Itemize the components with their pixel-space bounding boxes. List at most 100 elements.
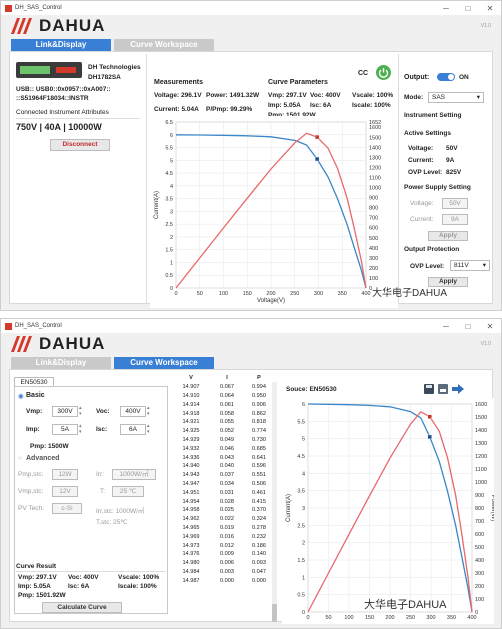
op-ovp-input[interactable]: 811V ▾ bbox=[450, 260, 490, 271]
calculate-curve-button[interactable]: Calculate Curve bbox=[42, 602, 122, 613]
brand-logo: DAHUA V1.0 bbox=[1, 15, 501, 37]
y-left-tick-label: 6 bbox=[302, 402, 305, 408]
y-left-tick-label: 3.5 bbox=[297, 489, 305, 495]
pv-curve-line bbox=[307, 410, 473, 613]
y-right-tick-label: 500 bbox=[369, 236, 378, 242]
advanced-radio-icon[interactable]: ○ bbox=[18, 455, 22, 462]
x-tick-label: 200 bbox=[266, 291, 275, 297]
attributes-title: Connected Instrument Attributes bbox=[16, 109, 109, 116]
y-right-tick-label: 300 bbox=[369, 256, 378, 262]
measured-power: Power: 1491.32W bbox=[206, 92, 260, 99]
isc-spinner-icon[interactable]: ▴ ▾ bbox=[147, 423, 150, 435]
tab-link-display[interactable]: Link&Display bbox=[11, 39, 111, 51]
disconnect-button[interactable]: Disconnect bbox=[50, 139, 110, 151]
y-right-tick-label: 1100 bbox=[369, 175, 381, 181]
ps-voltage-label: Voltage: bbox=[410, 200, 434, 207]
minimize-icon[interactable]: ─ bbox=[443, 3, 449, 13]
maximize-icon[interactable]: □ bbox=[465, 321, 471, 331]
table-cell: 14.940 bbox=[182, 463, 200, 470]
y-right-tick-label: 1200 bbox=[369, 165, 381, 171]
title-bar: DH_SAS_Control ─ □ ✕ bbox=[1, 319, 501, 333]
tab-en50530[interactable]: EN50530 bbox=[14, 377, 54, 387]
close-icon[interactable]: ✕ bbox=[486, 3, 494, 13]
x-tick-label: 250 bbox=[406, 615, 415, 621]
tab-curve-workspace[interactable]: Curve Workspace bbox=[114, 39, 214, 51]
x-tick-label: 100 bbox=[219, 291, 228, 297]
curve-vscale: Vscale: 100% bbox=[352, 92, 394, 99]
x-tick-label: 400 bbox=[467, 615, 476, 621]
pv-tech-label: PV Tech: bbox=[18, 505, 44, 512]
tab-link-display[interactable]: Link&Display bbox=[11, 357, 111, 369]
tab-curve-workspace[interactable]: Curve Workspace bbox=[114, 357, 214, 369]
table-cell: 14.984 bbox=[182, 568, 200, 575]
y-right-tick-label: 1300 bbox=[475, 441, 487, 447]
voc-spinner-icon[interactable]: ▴ ▾ bbox=[147, 405, 150, 417]
irr-input[interactable]: 1000W/㎡ bbox=[112, 469, 156, 480]
curve-pmp: Pmp: 1501.92W bbox=[268, 112, 316, 119]
table-cell: 0.034 bbox=[220, 480, 234, 487]
vmp-input[interactable]: 300V bbox=[52, 406, 78, 417]
y-left-tick-label: 1 bbox=[170, 260, 173, 266]
y-right-tick-label: 500 bbox=[475, 545, 484, 551]
device-name: DH Technologies bbox=[88, 64, 141, 71]
output-label: Output: bbox=[404, 74, 430, 81]
voc-input[interactable]: 400V bbox=[120, 406, 146, 417]
instrument-setting-title: Instrument Setting bbox=[404, 112, 462, 119]
op-apply-button[interactable]: Apply bbox=[428, 277, 468, 287]
table-scrollbar[interactable] bbox=[272, 382, 277, 622]
maximize-icon[interactable]: □ bbox=[465, 3, 471, 13]
vmp-label: Vmp: bbox=[26, 408, 43, 415]
active-current-label: Current: bbox=[408, 157, 434, 164]
active-ovp-value: 825V bbox=[446, 169, 462, 176]
ps-voltage-input[interactable]: 50V bbox=[442, 198, 468, 209]
export-arrow-icon[interactable] bbox=[452, 384, 464, 394]
table-row: 14.969 0.016 0.232 bbox=[172, 532, 274, 541]
table-row: 14.921 0.055 0.818 bbox=[172, 418, 274, 427]
scrollbar-thumb[interactable] bbox=[272, 604, 277, 622]
ps-apply-button[interactable]: Apply bbox=[428, 231, 468, 241]
pv-tech-select[interactable]: c-Si bbox=[52, 503, 82, 514]
minimize-icon[interactable]: ─ bbox=[443, 321, 449, 331]
table-cell: 14.929 bbox=[182, 436, 200, 443]
close-icon[interactable]: ✕ bbox=[486, 321, 494, 331]
table-cell: 0.046 bbox=[220, 445, 234, 452]
logo-text: DAHUA bbox=[39, 334, 106, 353]
vmp-stc-label: Vmp,stc: bbox=[18, 488, 44, 495]
isc-input[interactable]: 6A bbox=[120, 424, 146, 435]
mode-select[interactable]: SAS ▾ bbox=[428, 92, 484, 103]
vmp-spinner-icon[interactable]: ▴ ▾ bbox=[79, 405, 82, 417]
table-cell: 0.685 bbox=[252, 445, 266, 452]
output-toggle[interactable] bbox=[437, 73, 455, 81]
pmp-stc-input[interactable]: 12W bbox=[52, 469, 78, 480]
result-imp: Imp: 5.05A bbox=[18, 583, 51, 590]
table-cell: 0.040 bbox=[220, 463, 234, 470]
table-cell: 0.003 bbox=[220, 568, 234, 575]
main-tabs: Link&Display Curve Workspace bbox=[1, 39, 501, 51]
y-left-tick-label: 2 bbox=[170, 235, 173, 241]
t-input[interactable]: 25 ℃ bbox=[112, 486, 144, 497]
table-cell: 0.031 bbox=[220, 489, 234, 496]
table-cell: 14.951 bbox=[182, 489, 200, 496]
save-icon[interactable] bbox=[424, 384, 434, 394]
table-cell: 0.278 bbox=[252, 524, 266, 531]
table-cell: 0.019 bbox=[220, 524, 234, 531]
imp-spinner-icon[interactable]: ▴ ▾ bbox=[79, 423, 82, 435]
y-left-tick-label: 1.5 bbox=[297, 558, 305, 564]
mpp-power-marker bbox=[314, 134, 320, 140]
curve-imp: Imp: 5.05A bbox=[268, 102, 301, 109]
table-row: 14.958 0.025 0.370 bbox=[172, 506, 274, 515]
advanced-title: Advanced bbox=[26, 455, 60, 462]
y-left-tick-label: 1 bbox=[302, 575, 305, 581]
print-icon[interactable] bbox=[438, 384, 448, 394]
table-cell: 0.994 bbox=[252, 384, 266, 391]
table-cell: 14.921 bbox=[182, 419, 200, 426]
ps-current-input[interactable]: 9A bbox=[442, 214, 468, 225]
output-protection-title: Output Protection bbox=[404, 246, 460, 253]
imp-input[interactable]: 5A bbox=[52, 424, 78, 435]
vmp-stc-input[interactable]: 12V bbox=[52, 486, 78, 497]
basic-radio-icon[interactable]: ◉ bbox=[18, 393, 24, 400]
y-left-axis-label: Current(A) bbox=[286, 494, 292, 522]
iv-pv-chart: 0 50 100 150 200 250 300 350 40000.511.522.533.5… bbox=[282, 398, 494, 624]
power-button[interactable] bbox=[376, 65, 391, 80]
op-ovp-label: OVP Level: bbox=[410, 263, 445, 270]
